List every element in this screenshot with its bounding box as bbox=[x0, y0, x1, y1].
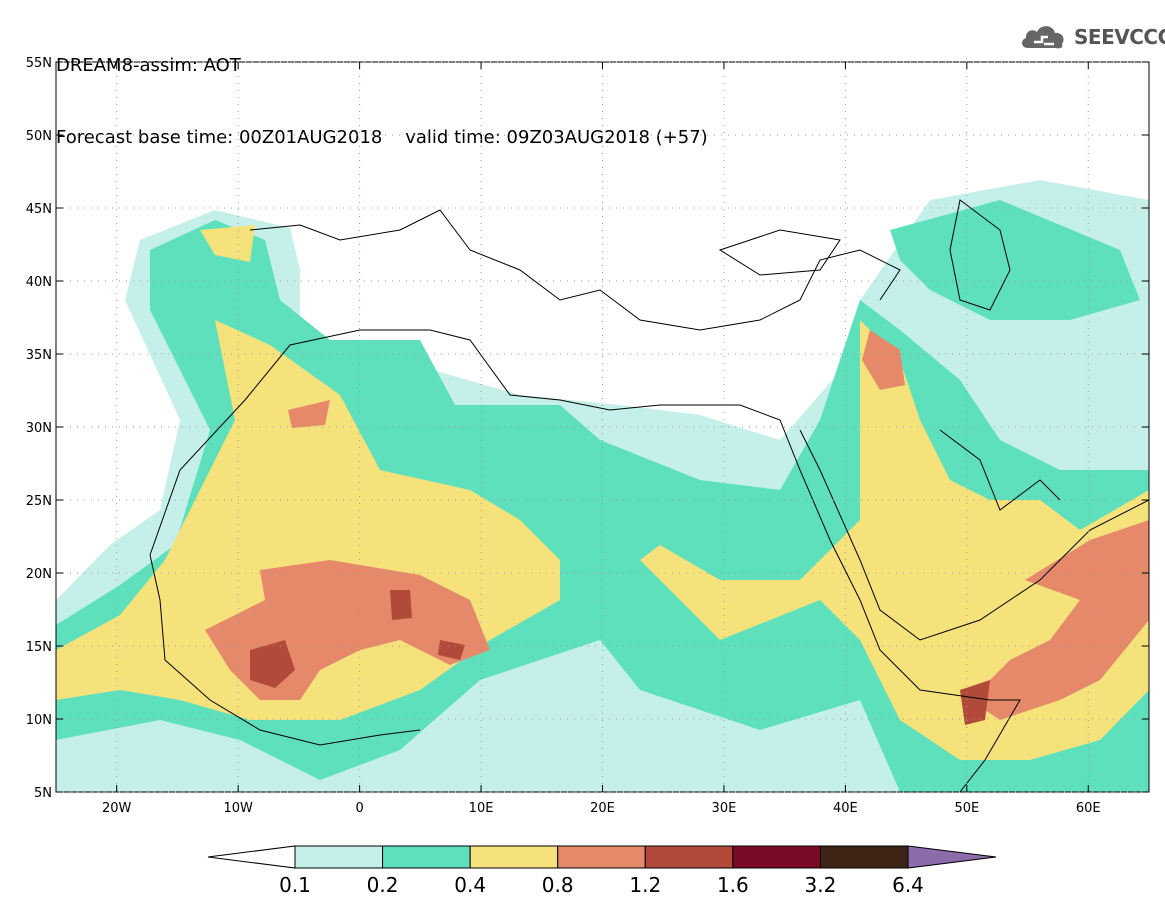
aot-band-0.8 bbox=[970, 520, 1149, 720]
legend-label: 3.2 bbox=[805, 873, 837, 897]
aot-band-0.2 bbox=[890, 200, 1140, 320]
legend-label: 1.2 bbox=[629, 873, 661, 897]
lat-tick-label: 55N bbox=[26, 56, 52, 71]
legend-label: 1.6 bbox=[717, 873, 749, 897]
aot-band-1.2 bbox=[960, 680, 990, 725]
time-line: Forecast base time: 00Z01AUG2018 valid t… bbox=[56, 126, 708, 150]
legend-label: 0.1 bbox=[279, 873, 311, 897]
lat-tick-label: 5N bbox=[34, 786, 52, 801]
legend-swatch-over bbox=[907, 845, 997, 869]
legend-label: 0.4 bbox=[454, 873, 486, 897]
valid-time: valid time: 09Z03AUG2018 (+57) bbox=[405, 127, 708, 148]
aot-band-0.4 bbox=[200, 225, 255, 262]
coastline-europe bbox=[249, 209, 901, 331]
aot-band-0.8 bbox=[862, 330, 905, 390]
coastline-black-sea bbox=[718, 229, 841, 276]
axis-ticks: 20W 10W 0 10E 20E 30E 40E 50E 60E 5N 10N 15N 20N 25N 3… bbox=[26, 56, 1149, 816]
lon-tick-label: 50E bbox=[954, 801, 979, 816]
lon-tick-label: 10E bbox=[469, 801, 494, 816]
seevccc-logo: SEEVCCC bbox=[1018, 22, 1165, 52]
aot-band-1.2 bbox=[438, 640, 465, 660]
legend-swatch-under bbox=[207, 845, 296, 869]
legend-swatch bbox=[819, 845, 909, 869]
aot-band-0.8 bbox=[288, 400, 330, 428]
lat-tick-label: 35N bbox=[26, 348, 52, 363]
lon-tick-label: 10W bbox=[223, 801, 253, 816]
legend-swatch bbox=[294, 845, 384, 869]
logo-text: SEEVCCC bbox=[1074, 25, 1165, 49]
coastline-caspian bbox=[949, 199, 1011, 311]
aot-band-0.4 bbox=[640, 320, 1149, 760]
lon-tick-label: 30E bbox=[712, 801, 737, 816]
coastline-persian-gulf bbox=[939, 429, 1061, 511]
legend-swatch bbox=[732, 845, 821, 869]
lat-tick-label: 10N bbox=[26, 713, 52, 728]
legend-label: 6.4 bbox=[892, 873, 924, 897]
coastline-gulf-of-guinea bbox=[149, 554, 421, 746]
lat-tick-label: 15N bbox=[26, 640, 52, 655]
lat-tick-label: 50N bbox=[26, 129, 52, 144]
legend-label: 0.2 bbox=[367, 873, 399, 897]
lat-tick-label: 25N bbox=[26, 494, 52, 509]
aot-field bbox=[56, 180, 1149, 792]
aot-band-1.2 bbox=[250, 640, 295, 688]
map-title: DREAM8-assim: AOT bbox=[56, 55, 241, 76]
graticule bbox=[56, 61, 1149, 793]
lon-tick-label: 20W bbox=[102, 801, 132, 816]
map-header: DREAM8-assim: AOT Forecast base time: 00… bbox=[56, 6, 708, 174]
aot-band-1.2 bbox=[390, 590, 412, 620]
coastlines bbox=[149, 199, 1149, 792]
color-legend: 0.1 0.2 0.4 0.8 1.2 1.6 3.2 6.4 bbox=[207, 845, 997, 897]
legend-swatch bbox=[382, 845, 471, 869]
lat-tick-label: 45N bbox=[26, 202, 52, 217]
lon-tick-label: 20E bbox=[590, 801, 615, 816]
lon-tick-label: 40E bbox=[833, 801, 858, 816]
base-time: Forecast base time: 00Z01AUG2018 bbox=[56, 127, 383, 148]
coastline-africa bbox=[149, 329, 1021, 792]
legend-swatch bbox=[557, 845, 646, 869]
lat-tick-label: 30N bbox=[26, 421, 52, 436]
legend-swatch bbox=[644, 845, 734, 869]
legend-swatch bbox=[469, 845, 559, 869]
legend-label: 0.8 bbox=[542, 873, 574, 897]
lon-tick-label: 60E bbox=[1076, 801, 1101, 816]
lat-tick-label: 20N bbox=[26, 567, 52, 582]
lon-tick-label: 0 bbox=[355, 801, 363, 816]
lat-tick-label: 40N bbox=[26, 275, 52, 290]
cloud-icon bbox=[1022, 26, 1064, 49]
